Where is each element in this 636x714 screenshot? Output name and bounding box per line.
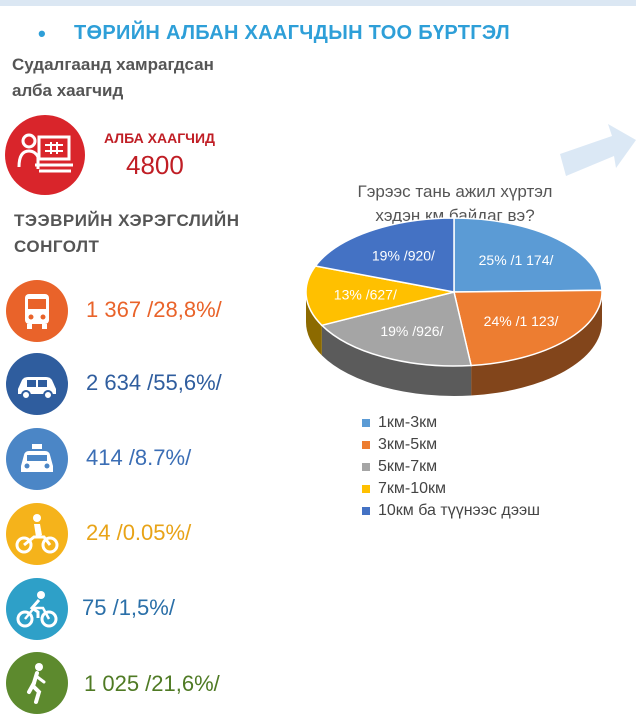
- legend-label-3: 7км-10км: [378, 480, 447, 497]
- pie-label-2: 19% /926/: [380, 323, 443, 339]
- pie-label-0: 25% /1 174/: [479, 252, 554, 268]
- legend-item-3: 7км-10км: [362, 478, 540, 500]
- arrow-decoration-icon: [560, 124, 636, 176]
- top-accent-bar: [0, 0, 636, 6]
- motorcycle-icon: [6, 503, 68, 565]
- car-icon: [6, 353, 68, 415]
- mode-value-bicycle: 75 /1,5%/: [82, 595, 175, 620]
- survey-subtitle: Судалгаанд хамрагдсан алба хаагчид: [12, 55, 214, 100]
- legend-item-4: 10км ба түүнээс дээш: [362, 500, 540, 522]
- pie-slice-side-1: [471, 292, 602, 396]
- pie-slice-0: [453, 217, 603, 293]
- legend-label-0: 1км-3км: [378, 414, 438, 431]
- mode-value-taxi: 414 /8.7%/: [86, 445, 192, 470]
- legend-label-2: 5км-7км: [378, 458, 438, 475]
- legend-label-4: 10км ба түүнээс дээш: [378, 502, 540, 519]
- legend-swatch-3: [362, 485, 370, 493]
- bicycle-icon: [6, 578, 68, 640]
- pie-chart: 25% /1 174/24% /1 123/19% /926/13% /627/…: [305, 217, 603, 396]
- staff-count: 4800: [126, 150, 184, 180]
- mode-value-bus: 1 367 /28,8%/: [86, 297, 222, 322]
- legend-swatch-0: [362, 419, 370, 427]
- legend-swatch-1: [362, 441, 370, 449]
- mode-value-motorcycle: 24 /0.05%/: [86, 520, 192, 545]
- legend-item-0: 1км-3км: [362, 412, 540, 434]
- legend-swatch-4: [362, 507, 370, 515]
- page-title: ТӨРИЙН АЛБАН ХААГЧДЫН ТОО БҮРТГЭЛ: [74, 22, 511, 44]
- mode-value-car: 2 634 /55,6%/: [86, 370, 222, 395]
- title-bullet: •: [38, 21, 46, 46]
- legend-item-2: 5км-7км: [362, 456, 540, 478]
- pie-label-4: 19% /920/: [372, 248, 435, 264]
- pie-slice-2: [320, 291, 473, 367]
- pie-slice-4: [314, 217, 455, 293]
- pie-slice-side-3: [306, 292, 322, 356]
- mode-value-walking: 1 025 /21,6%/: [84, 671, 220, 696]
- pedestrian-icon: [6, 652, 68, 714]
- employee-computer-icon: [5, 115, 85, 195]
- header: • ТӨРИЙН АЛБАН ХААГЧДЫН ТОО БҮРТГЭЛ: [0, 8, 636, 46]
- pie-slice-1: [453, 289, 603, 367]
- transport-heading: ТЭЭВРИЙН ХЭРЭГСЛИЙН СОНГОЛТ: [14, 211, 240, 256]
- pie-label-1: 24% /1 123/: [484, 313, 559, 329]
- legend-item-1: 3км-5км: [362, 434, 540, 456]
- chart-legend: 1км-3км 3км-5км 5км-7км 7км-10км 10км ба түү…: [362, 412, 540, 522]
- pie-label-3: 13% /627/: [334, 286, 397, 302]
- legend-swatch-2: [362, 463, 370, 471]
- legend-label-1: 3км-5км: [378, 436, 438, 453]
- taxi-icon: [6, 428, 68, 490]
- pie-slice-3: [305, 265, 455, 327]
- staff-label: АЛБА ХААГЧИД: [104, 130, 216, 146]
- bus-icon: [6, 280, 68, 342]
- chart-title: Гэрээс тань ажил хүртэл хэдэн км байдаг …: [357, 182, 553, 225]
